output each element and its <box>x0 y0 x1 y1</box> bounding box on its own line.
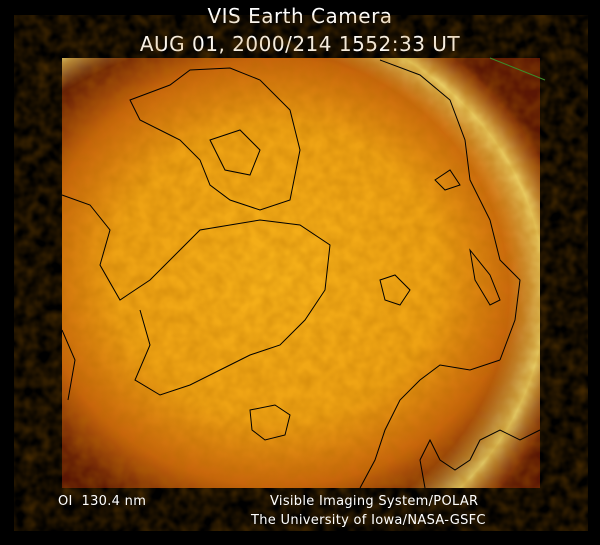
image-noise <box>62 58 540 488</box>
grid-fragment <box>489 57 546 81</box>
filter-label: OI 130.4 nm <box>58 494 147 509</box>
timestamp: AUG 01, 2000/214 1552:33 UT <box>139 32 461 56</box>
instrument-label: Visible Imaging System/POLAR <box>270 494 479 509</box>
coastlines <box>61 59 541 489</box>
title: VIS Earth Camera <box>207 4 393 28</box>
institution-label: The University of Iowa/NASA-GSFC <box>251 513 486 528</box>
